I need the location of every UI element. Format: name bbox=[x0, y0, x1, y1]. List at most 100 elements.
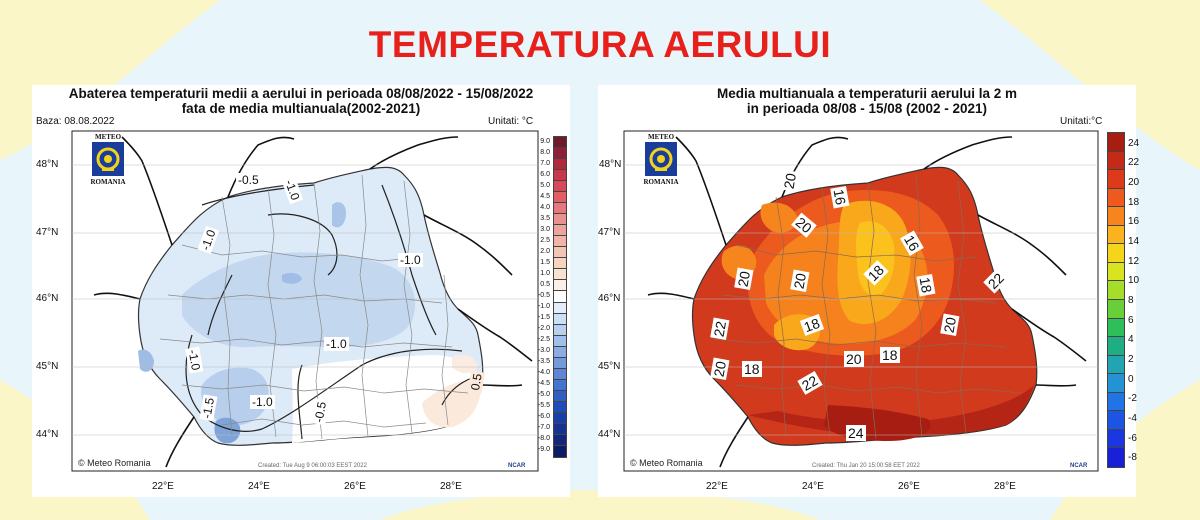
left-title-line1: Abaterea temperaturii medii a aerului in… bbox=[68, 86, 534, 101]
colorbar-label: 16 bbox=[1128, 216, 1140, 228]
logo-text-bottom: ROMANIA bbox=[90, 178, 126, 186]
logo-text-top: METEO bbox=[647, 133, 675, 141]
colorbar-label: -3.0 bbox=[537, 347, 550, 355]
contour-label: 18 bbox=[916, 273, 936, 297]
colorbar-label: -6.0 bbox=[537, 413, 550, 421]
colorbar-label: 4.0 bbox=[540, 203, 550, 211]
colorbar-swatch bbox=[1107, 169, 1125, 191]
colorbar-label: -4.5 bbox=[537, 380, 550, 388]
colorbar-swatch bbox=[553, 290, 567, 304]
logo-text-bottom: ROMANIA bbox=[643, 178, 679, 186]
contour-label: 22 bbox=[710, 317, 730, 341]
colorbar-label: -4 bbox=[1128, 412, 1137, 424]
colorbar-swatch bbox=[553, 246, 567, 260]
page-title: TEMPERATURA AERULUI bbox=[368, 24, 832, 65]
colorbar-label: -2.0 bbox=[537, 325, 550, 333]
left-anomaly-map bbox=[71, 130, 539, 472]
ncar-logo: NCAR bbox=[508, 463, 526, 469]
colorbar-label: 20 bbox=[1128, 177, 1140, 189]
colorbar-label: 1.5 bbox=[540, 258, 550, 266]
colorbar-label: 2.0 bbox=[540, 247, 550, 255]
colorbar-label: 18 bbox=[1128, 196, 1140, 208]
colorbar-label: 14 bbox=[1128, 236, 1140, 248]
lon-label: 22°E bbox=[152, 481, 174, 492]
right-colorbar: 24 22 20 18 16 14 12 10 8 6 4 2 0 -2 -4 -6 -8 bbox=[1107, 131, 1139, 469]
colorbar-label: 4.5 bbox=[540, 192, 550, 200]
colorbar-swatch bbox=[1107, 187, 1125, 209]
colorbar-label: -1.5 bbox=[537, 314, 550, 322]
colorbar-swatch bbox=[553, 312, 567, 327]
colorbar-swatch bbox=[1107, 373, 1125, 395]
colorbar-swatch bbox=[553, 202, 567, 216]
colorbar-swatch bbox=[553, 169, 567, 183]
colorbar-label: 24 bbox=[1128, 137, 1140, 149]
contour-label: 24 bbox=[846, 425, 866, 441]
colorbar-swatch bbox=[553, 213, 567, 227]
meteo-romania-logo: METEO ROMANIA bbox=[626, 133, 696, 189]
colorbar-label: 0.5 bbox=[540, 280, 550, 288]
colorbar-label: 8.0 bbox=[540, 148, 550, 156]
colorbar-swatch bbox=[553, 334, 567, 349]
lon-label: 26°E bbox=[344, 481, 366, 492]
colorbar-label: -1.0 bbox=[537, 303, 550, 311]
colorbar-swatch bbox=[553, 180, 567, 194]
colorbar-swatch bbox=[1107, 224, 1125, 246]
colorbar-swatch bbox=[553, 235, 567, 249]
logo-mark bbox=[645, 142, 677, 176]
colorbar-swatch bbox=[1107, 391, 1125, 413]
colorbar-label: 2 bbox=[1128, 353, 1134, 365]
colorbar-swatch bbox=[553, 268, 567, 282]
contour-label: 20 bbox=[734, 267, 754, 291]
colorbar-swatch bbox=[1107, 280, 1125, 302]
logo-mark bbox=[92, 142, 124, 176]
colorbar-swatch bbox=[553, 444, 567, 459]
colorbar-label: 3.5 bbox=[540, 214, 550, 222]
colorbar-swatch bbox=[1107, 298, 1125, 321]
right-panel-title: Media multianuala a temperaturii aerului… bbox=[598, 86, 1136, 116]
contour-label: -0.5 bbox=[236, 173, 261, 187]
colorbar-label: -8.0 bbox=[537, 435, 550, 443]
colorbar-swatch bbox=[1107, 354, 1125, 376]
lat-label: 46°N bbox=[36, 293, 59, 304]
colorbar-swatch bbox=[1107, 317, 1125, 339]
contour-label: 20 bbox=[780, 169, 800, 193]
colorbar-label: 12 bbox=[1128, 255, 1140, 267]
colorbar-swatch bbox=[553, 422, 567, 437]
right-title-line1: Media multianuala a temperaturii aerului… bbox=[716, 86, 1018, 101]
lon-label: 26°E bbox=[898, 481, 920, 492]
contour-label: -1.0 bbox=[324, 337, 349, 351]
lat-label: 47°N bbox=[36, 227, 59, 238]
lat-label: 48°N bbox=[598, 159, 623, 170]
ncar-logo: NCAR bbox=[1070, 463, 1088, 469]
lon-label: 22°E bbox=[706, 481, 728, 492]
colorbar-label: 5.0 bbox=[540, 181, 550, 189]
colorbar-swatch bbox=[553, 301, 567, 316]
contour-label: 20 bbox=[710, 357, 730, 381]
left-units: Unitati: °C bbox=[488, 116, 534, 127]
colorbar-swatch bbox=[553, 158, 567, 172]
colorbar-swatch bbox=[553, 279, 567, 293]
colorbar-swatch bbox=[553, 367, 567, 382]
right-title-line2: in perioada 08/08 - 15/08 (2002 - 2021) bbox=[746, 101, 988, 116]
lon-label: 28°E bbox=[994, 481, 1016, 492]
colorbar-label: -8 bbox=[1128, 452, 1137, 464]
right-credit: © Meteo Romania bbox=[630, 458, 703, 468]
logo-text-top: METEO bbox=[94, 133, 122, 141]
meteo-romania-logo: METEO ROMANIA bbox=[73, 133, 143, 189]
colorbar-label: -4.0 bbox=[537, 369, 550, 377]
colorbar-label: 9.0 bbox=[540, 137, 550, 145]
colorbar-swatch bbox=[553, 323, 567, 338]
colorbar-label: -2.5 bbox=[537, 336, 550, 344]
right-mean-map bbox=[623, 130, 1099, 472]
colorbar-label: -6 bbox=[1128, 432, 1137, 444]
colorbar-label: -0.5 bbox=[537, 292, 550, 299]
colorbar-label: 10 bbox=[1128, 275, 1140, 287]
lat-label: 46°N bbox=[598, 293, 621, 304]
contour-label: 16 bbox=[830, 185, 850, 209]
colorbar-swatch bbox=[553, 433, 567, 448]
colorbar-label: -7.0 bbox=[537, 424, 550, 432]
colorbar-label: -9.0 bbox=[537, 446, 550, 454]
lon-label: 24°E bbox=[802, 481, 824, 492]
contour-label: 20 bbox=[940, 313, 960, 337]
colorbar-swatch bbox=[553, 345, 567, 360]
